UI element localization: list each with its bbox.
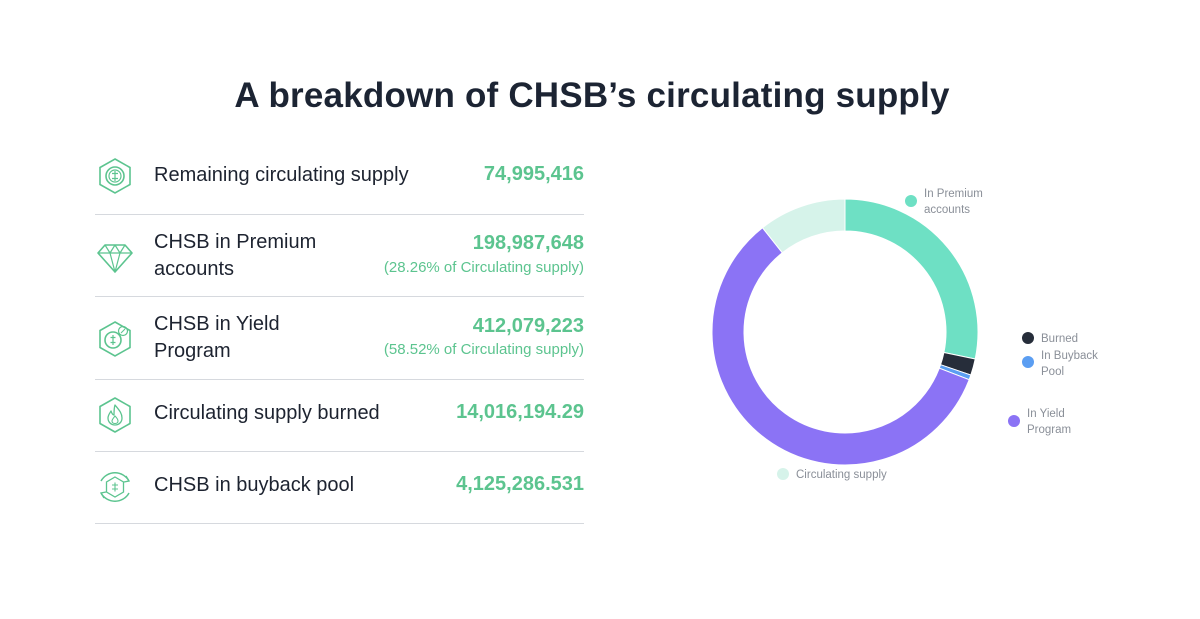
- legend-label-line: accounts: [924, 204, 971, 216]
- legend-swatch: [1008, 415, 1020, 427]
- stat-row-burned: Circulating supply burned 14,016,194.29: [95, 380, 584, 452]
- legend-label-line: In Premium: [924, 188, 983, 200]
- donut-slice-in-yield-program: [711, 226, 970, 466]
- legend-label-line: In Yield: [1027, 408, 1065, 420]
- legend-label: In Buyback Pool: [1041, 348, 1098, 380]
- legend-swatch: [777, 468, 789, 480]
- supply-stats-list: Remaining circulating supply 74,995,416 …: [95, 138, 584, 524]
- legend-label: Burned: [1041, 333, 1079, 345]
- stat-percentage: (28.26% of Circulating supply): [383, 259, 584, 276]
- legend-label: In Yield Program: [1027, 406, 1071, 438]
- flame-icon: [95, 395, 135, 435]
- legend-label-line: In Buyback: [1041, 350, 1098, 362]
- coin-hexagon-icon: [95, 156, 135, 196]
- buyback-cycle-icon: [95, 467, 135, 507]
- legend-label-line: Program: [1027, 424, 1072, 436]
- donut-slice-circulating-supply: [761, 198, 846, 254]
- stat-value: 4,125,286.531: [456, 473, 584, 495]
- stat-label: CHSB in Premium accounts: [154, 229, 316, 283]
- yield-coin-icon: [95, 319, 135, 359]
- stat-value: 412,079,223: [472, 315, 584, 337]
- supply-donut-chart: [711, 198, 979, 466]
- stat-value: 14,016,194.29: [456, 401, 584, 423]
- legend-swatch: [905, 195, 917, 207]
- stat-label-line: accounts: [154, 258, 235, 280]
- stat-percentage: (58.52% of Circulating supply): [383, 341, 584, 358]
- stat-label: CHSB in Yield Program: [154, 311, 280, 365]
- stat-label-line: Program: [154, 340, 231, 362]
- donut-slice-in-premium-accounts: [844, 198, 979, 360]
- stat-label: Circulating supply burned: [154, 402, 380, 424]
- stat-row-premium-accounts: CHSB in Premium accounts 198,987,648 (28…: [95, 215, 584, 297]
- stat-label-line: CHSB in Premium: [154, 231, 317, 253]
- stat-row-buyback-pool: CHSB in buyback pool 4,125,286.531: [95, 452, 584, 524]
- stat-value: 74,995,416: [483, 163, 584, 185]
- stat-label: Remaining circulating supply: [154, 164, 409, 186]
- legend-label: Circulating supply: [796, 469, 887, 481]
- stat-value: 198,987,648: [472, 232, 584, 254]
- legend-swatch: [1022, 356, 1034, 368]
- stat-label: CHSB in buyback pool: [154, 474, 355, 496]
- stat-row-yield-program: CHSB in Yield Program 412,079,223 (58.52…: [95, 297, 584, 380]
- legend-swatch: [1022, 332, 1034, 344]
- legend-label-line: Pool: [1041, 366, 1065, 378]
- legend-label: In Premium accounts: [924, 186, 983, 218]
- stat-label-line: CHSB in Yield: [154, 313, 280, 335]
- page-title: A breakdown of CHSB’s circulating supply: [234, 76, 950, 115]
- stat-row-remaining-supply: Remaining circulating supply 74,995,416: [95, 138, 584, 215]
- diamond-icon: [95, 237, 135, 277]
